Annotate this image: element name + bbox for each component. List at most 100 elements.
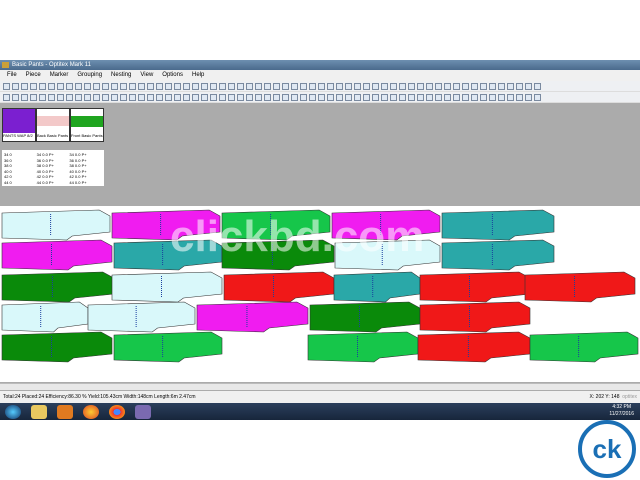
toolbar-button[interactable] — [39, 83, 46, 90]
toolbar-button[interactable] — [228, 94, 235, 101]
marker-piece-darkgreen[interactable] — [1, 271, 115, 303]
toolbar-button[interactable] — [507, 83, 514, 90]
toolbar-button[interactable] — [282, 94, 289, 101]
explorer-icon[interactable] — [31, 404, 47, 419]
toolbar-button[interactable] — [372, 94, 379, 101]
marker-piece-green[interactable] — [529, 331, 639, 363]
marker-piece-teal[interactable] — [113, 239, 223, 271]
toolbar-button[interactable] — [183, 83, 190, 90]
toolbar-button[interactable] — [417, 83, 424, 90]
marker-piece-red[interactable] — [223, 271, 335, 303]
toolbar-button[interactable] — [48, 83, 55, 90]
toolbar-button[interactable] — [507, 94, 514, 101]
marker-piece-teal[interactable] — [333, 271, 421, 303]
marker-piece-red[interactable] — [417, 331, 531, 363]
media-player-icon[interactable] — [57, 404, 73, 419]
toolbar-button[interactable] — [516, 94, 523, 101]
marker-piece-red[interactable] — [419, 301, 531, 333]
toolbar-button[interactable] — [381, 83, 388, 90]
toolbar-button[interactable] — [210, 83, 217, 90]
toolbar-button[interactable] — [381, 94, 388, 101]
toolbar-button[interactable] — [12, 94, 19, 101]
toolbar-button[interactable] — [84, 94, 91, 101]
toolbar-button[interactable] — [201, 94, 208, 101]
toolbar-button[interactable] — [354, 94, 361, 101]
marker-piece-lightcyan[interactable] — [334, 239, 441, 271]
thumbnail-pants-wap[interactable]: PANTS WAP 8/2 — [2, 108, 36, 142]
optitex-taskbar-icon[interactable] — [135, 404, 151, 419]
toolbar-button[interactable] — [264, 94, 271, 101]
toolbar-button[interactable] — [174, 83, 181, 90]
toolbar-button[interactable] — [246, 83, 253, 90]
toolbar-button[interactable] — [408, 83, 415, 90]
toolbar-button[interactable] — [363, 94, 370, 101]
toolbar-button[interactable] — [480, 94, 487, 101]
toolbar-button[interactable] — [183, 94, 190, 101]
toolbar-button[interactable] — [129, 94, 136, 101]
toolbar-button[interactable] — [21, 94, 28, 101]
marker-piece-green[interactable] — [307, 331, 419, 363]
toolbar-button[interactable] — [165, 94, 172, 101]
toolbar-button[interactable] — [75, 94, 82, 101]
toolbar-button[interactable] — [138, 83, 145, 90]
marker-piece-red[interactable] — [419, 271, 531, 303]
toolbar-button[interactable] — [336, 94, 343, 101]
toolbar-button[interactable] — [309, 83, 316, 90]
toolbar-button[interactable] — [489, 83, 496, 90]
system-tray[interactable]: 4:32 PM 11/27/2016 — [609, 404, 634, 418]
toolbar-button[interactable] — [66, 94, 73, 101]
toolbar-button[interactable] — [363, 83, 370, 90]
toolbar-button[interactable] — [75, 83, 82, 90]
toolbar-button[interactable] — [462, 83, 469, 90]
toolbar-button[interactable] — [462, 94, 469, 101]
toolbar-button[interactable] — [291, 83, 298, 90]
marker-piece-lightcyan[interactable] — [1, 301, 89, 333]
chrome-icon[interactable] — [109, 404, 125, 419]
toolbar-button[interactable] — [120, 83, 127, 90]
toolbar-button[interactable] — [30, 94, 37, 101]
toolbar-button[interactable] — [129, 83, 136, 90]
marker-piece-magenta[interactable] — [1, 239, 113, 271]
toolbar-button[interactable] — [246, 94, 253, 101]
toolbar-button[interactable] — [57, 94, 64, 101]
toolbar-button[interactable] — [273, 94, 280, 101]
toolbar-button[interactable] — [435, 83, 442, 90]
toolbar-button[interactable] — [237, 94, 244, 101]
toolbar-button[interactable] — [93, 83, 100, 90]
toolbar-button[interactable] — [156, 83, 163, 90]
menu-help[interactable]: Help — [191, 72, 205, 78]
toolbar-button[interactable] — [138, 94, 145, 101]
toolbar-button[interactable] — [111, 83, 118, 90]
toolbar-button[interactable] — [444, 94, 451, 101]
toolbar-button[interactable] — [165, 83, 172, 90]
toolbar-button[interactable] — [453, 94, 460, 101]
toolbar-button[interactable] — [219, 83, 226, 90]
toolbar-button[interactable] — [444, 83, 451, 90]
toolbar-button[interactable] — [192, 83, 199, 90]
toolbar-button[interactable] — [210, 94, 217, 101]
toolbar-button[interactable] — [201, 83, 208, 90]
toolbar-button[interactable] — [471, 94, 478, 101]
marker-piece-magenta[interactable] — [331, 209, 441, 241]
marker-piece-magenta[interactable] — [111, 209, 221, 241]
marker-piece-green[interactable] — [113, 331, 223, 363]
toolbar-button[interactable] — [300, 94, 307, 101]
menu-file[interactable]: File — [7, 72, 17, 78]
toolbar-button[interactable] — [219, 94, 226, 101]
toolbar-button[interactable] — [84, 83, 91, 90]
marker-piece-teal[interactable] — [441, 209, 555, 241]
toolbar-button[interactable] — [93, 94, 100, 101]
toolbar-button[interactable] — [498, 83, 505, 90]
firefox-icon[interactable] — [83, 404, 99, 419]
toolbar-button[interactable] — [39, 94, 46, 101]
toolbar-button[interactable] — [156, 94, 163, 101]
toolbar-button[interactable] — [48, 94, 55, 101]
toolbar-button[interactable] — [327, 83, 334, 90]
marker-piece-lightcyan[interactable] — [1, 209, 111, 241]
toolbar-button[interactable] — [309, 94, 316, 101]
toolbar-button[interactable] — [147, 94, 154, 101]
toolbar-button[interactable] — [111, 94, 118, 101]
toolbar-button[interactable] — [489, 94, 496, 101]
toolbar-button[interactable] — [435, 94, 442, 101]
toolbar-button[interactable] — [255, 94, 262, 101]
